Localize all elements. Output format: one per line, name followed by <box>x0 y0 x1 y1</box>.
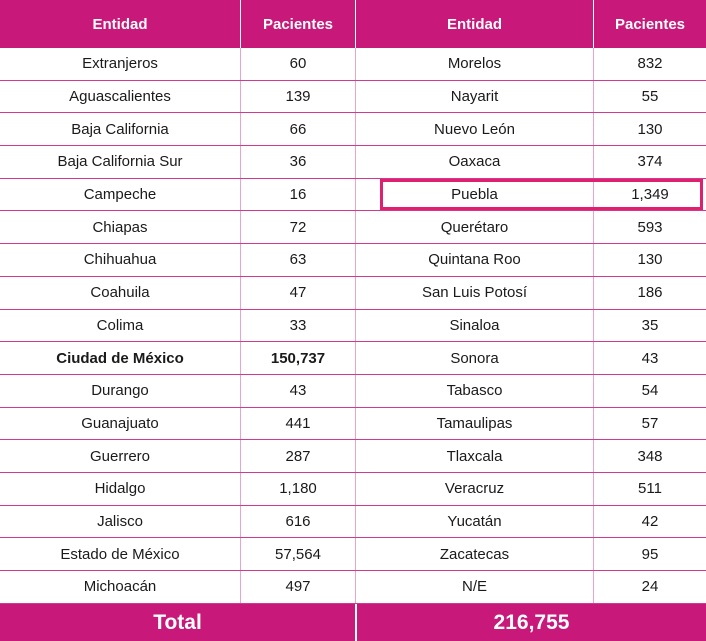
table-row: Aguascalientes 139 Nayarit 55 <box>0 80 706 114</box>
cell-entidad-left: Chiapas <box>92 218 148 236</box>
cell-entidad-left: Colima <box>96 316 144 334</box>
cell-pacientes-right: 35 <box>641 316 659 334</box>
header-entidad-left: Entidad <box>92 15 148 33</box>
table-row: Durango 43 Tabasco 54 <box>0 374 706 408</box>
cell-pacientes-right: 24 <box>641 578 659 596</box>
cell-entidad-right: Tabasco <box>446 382 503 400</box>
cell-entidad-right: Zacatecas <box>439 545 510 563</box>
cell-entidad-left: Hidalgo <box>94 480 146 498</box>
cell-entidad-right: Sinaloa <box>449 316 500 334</box>
cell-pacientes-left: 1,180 <box>279 480 317 498</box>
cell-pacientes-left: 616 <box>285 512 311 530</box>
total-row: Total 216,755 <box>0 604 706 641</box>
table-row: Coahuila 47 San Luis Potosí 186 <box>0 276 706 310</box>
cell-entidad-right: Sonora <box>450 349 499 367</box>
cell-pacientes-left: 150,737 <box>270 349 326 367</box>
table-row: Campeche 16 Puebla 1,349 <box>0 178 706 212</box>
table-row: Michoacán 497 N/E 24 <box>0 571 706 604</box>
cell-pacientes-left: 497 <box>285 578 311 596</box>
cell-entidad-left: Coahuila <box>90 284 150 302</box>
total-value: 216,755 <box>493 610 570 634</box>
cell-pacientes-right: 57 <box>641 414 659 432</box>
cell-pacientes-left: 72 <box>289 218 307 236</box>
table-row: Chiapas 72 Querétaro 593 <box>0 211 706 245</box>
cell-entidad-left: Extranjeros <box>82 55 158 73</box>
cell-pacientes-right: 374 <box>637 153 663 171</box>
cell-entidad-right: Puebla <box>451 186 498 204</box>
cell-pacientes-left: 287 <box>285 447 311 465</box>
table-body: Extranjeros 60 Morelos 832 Aguascalientes 139… <box>0 48 706 604</box>
cell-entidad-left: Durango <box>91 382 149 400</box>
cell-pacientes-right: 832 <box>637 55 663 73</box>
cell-entidad-right: Quintana Roo <box>428 251 521 269</box>
cell-pacientes-right: 593 <box>637 218 663 236</box>
table-row: Baja California Sur 36 Oaxaca 374 <box>0 146 706 179</box>
cell-pacientes-right: 95 <box>641 545 659 563</box>
cell-pacientes-right: 511 <box>638 480 662 498</box>
total-label: Total <box>153 610 202 634</box>
header-pacientes-left: Pacientes <box>262 15 334 33</box>
cell-pacientes-right: 1,349 <box>631 186 669 204</box>
cell-entidad-right: Oaxaca <box>448 153 501 171</box>
cell-entidad-left: Aguascalientes <box>69 88 171 106</box>
cell-pacientes-right: 55 <box>641 88 659 106</box>
cell-entidad-left: Chihuahua <box>83 251 157 269</box>
table-row: Baja California 66 Nuevo León 130 <box>0 113 706 147</box>
header-pacientes-right: Pacientes <box>614 15 686 33</box>
cell-entidad-right: Tlaxcala <box>446 447 503 465</box>
cell-entidad-left: Campeche <box>83 186 157 204</box>
table-row: Ciudad de México 150,737 Sonora 43 <box>0 342 706 375</box>
cell-pacientes-right: 130 <box>637 251 663 269</box>
table-row: Estado de México 57,564 Zacatecas 95 <box>0 538 706 571</box>
cell-entidad-left: Jalisco <box>97 512 143 530</box>
cell-pacientes-left: 63 <box>289 251 307 269</box>
cell-entidad-left: Estado de México <box>60 545 180 563</box>
cell-entidad-right: Querétaro <box>440 218 509 236</box>
cell-pacientes-left: 16 <box>289 186 307 204</box>
cell-entidad-left: Michoacán <box>83 578 157 596</box>
cell-pacientes-left: 60 <box>289 55 307 73</box>
table-row: Jalisco 616 Yucatán 42 <box>0 505 706 539</box>
table-row: Hidalgo 1,180 Veracruz 511 <box>0 472 706 506</box>
cell-entidad-left: Baja California <box>71 120 169 138</box>
table-row: Extranjeros 60 Morelos 832 <box>0 48 706 81</box>
cell-pacientes-left: 36 <box>289 153 307 171</box>
cell-pacientes-right: 54 <box>641 382 659 400</box>
cell-pacientes-left: 139 <box>285 88 311 106</box>
cell-pacientes-right: 130 <box>637 120 663 138</box>
cell-entidad-right: Yucatán <box>447 512 502 530</box>
cell-pacientes-right: 348 <box>637 447 663 465</box>
table-row: Colima 33 Sinaloa 35 <box>0 309 706 343</box>
cell-entidad-right: Nuevo León <box>434 120 515 138</box>
cell-entidad-left: Guerrero <box>89 447 151 465</box>
header-entidad-right: Entidad <box>447 15 502 33</box>
cell-entidad-left: Baja California Sur <box>57 153 183 171</box>
cell-pacientes-left: 66 <box>289 120 307 138</box>
table-header: Entidad Pacientes Entidad Pacientes <box>0 0 706 48</box>
cell-pacientes-left: 57,564 <box>275 545 321 563</box>
cell-entidad-right: Tamaulipas <box>436 414 513 432</box>
cell-pacientes-left: 33 <box>289 316 307 334</box>
highlight-box-puebla <box>380 179 703 210</box>
cell-entidad-right: Veracruz <box>444 480 505 498</box>
cell-pacientes-left: 47 <box>289 284 307 302</box>
cell-entidad-right: Nayarit <box>450 88 499 106</box>
cell-entidad-right: Morelos <box>447 55 502 73</box>
cell-entidad-right: San Luis Potosí <box>421 284 528 302</box>
cell-entidad-right: N/E <box>461 578 487 596</box>
cell-pacientes-right: 186 <box>637 284 663 302</box>
table-row: Guerrero 287 Tlaxcala 348 <box>0 440 706 473</box>
cell-pacientes-right: 43 <box>641 349 659 367</box>
cell-entidad-left: Guanajuato <box>81 414 159 432</box>
cell-entidad-left: Ciudad de México <box>56 349 184 367</box>
cell-pacientes-left: 43 <box>289 382 307 400</box>
cell-pacientes-left: 441 <box>285 414 311 432</box>
table-row: Guanajuato 441 Tamaulipas 57 <box>0 407 706 441</box>
cell-pacientes-right: 42 <box>641 512 659 530</box>
table-row: Chihuahua 63 Quintana Roo 130 <box>0 244 706 277</box>
